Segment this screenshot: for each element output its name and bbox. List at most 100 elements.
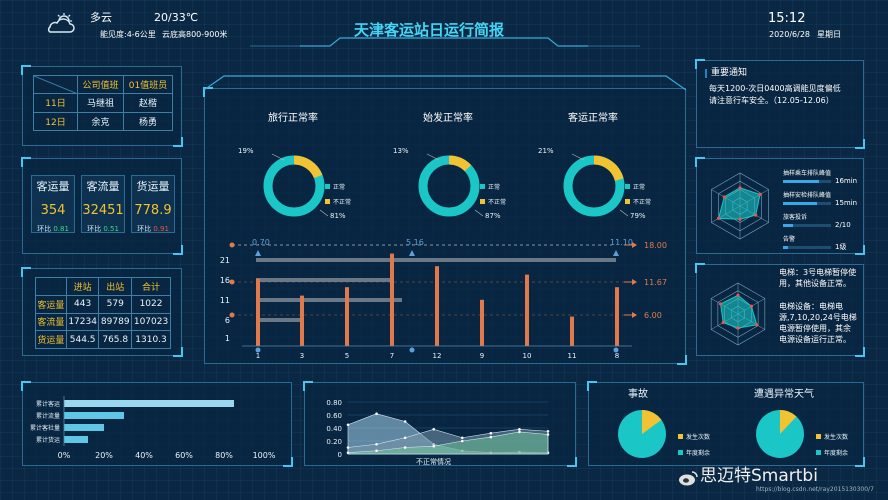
duration-bar [256,318,302,322]
cloud-base: 云底高800-900米 [162,30,228,39]
flow-cell: 443 [65,294,100,314]
axis-marker [409,347,415,353]
pie-title: 事故 [628,387,648,400]
legend-swatch [678,434,683,439]
right-mark-label: 11.67 [644,278,667,287]
area-point [460,439,464,443]
flow-cell: 544.5 [65,330,100,349]
donut-abnormal-arc [563,155,625,217]
center-panel-top-ornament [204,75,686,91]
metric-track [783,246,831,249]
area-point [460,436,464,440]
leader-line [619,209,629,217]
kpi-card-freight: 货运量 778.9 环比 0.91 [131,175,175,233]
axis-marker [255,347,261,353]
area-y-tick: 0.60 [326,412,342,420]
radar-point [721,320,725,325]
equipment-status-3: 电源暂停使用，其余 [779,324,851,333]
flow-table: 进站 出站 合计 客运量 443 579 1022 客流量 17234 89789 107023… [35,277,171,349]
donut-abnormal-arc [418,155,480,217]
diagonal-line [34,76,78,94]
hbar-category-label: 累计流量 [36,412,60,420]
donut-gauge: 客运正常率 21% 79% 正常 不正常 [520,110,660,226]
legend-swatch [816,434,821,439]
metric-track [783,180,831,183]
duration-bar [256,258,616,262]
abnormal-percent: 13% [393,147,409,155]
metric-fill [783,202,817,205]
y-tick-label: 6 [225,316,230,325]
page-title: 天津客运站日运行简报 [354,21,505,39]
donut-abnormal-arc [263,155,325,217]
pie-occurrence-slice [642,410,662,434]
normal-percent: 81% [330,212,346,220]
notice-panel: 重要通知 每天1200-次日0400高调能见度偏低 请注意行车安全。（12.05… [695,59,865,149]
metric-label: 抽样安检排队峰值 [783,192,832,199]
kpi-label: 客流量 [86,180,120,193]
radar-point [738,186,742,190]
y-tick-label: 16 [220,276,230,285]
area-point [403,446,407,449]
legend-label: 正常 [488,183,500,191]
duration-bar [256,298,402,302]
hbar-tick-label: 40% [135,451,153,460]
kpi-change: 环比 0.81 [37,225,69,233]
radar-area [720,294,758,329]
legend-swatch [625,199,630,204]
duty-cell: 马继祖 [77,93,124,113]
area-y-tick: 0 [338,451,342,459]
radar-point [722,195,726,199]
kpi-change: 环比 0.91 [137,225,169,233]
radar-point [755,323,759,327]
y-tick-label: 1 [225,334,230,343]
hbar-bar [64,400,234,407]
normal-percent: 79% [630,212,646,220]
kpi-card-passenger: 客运量 354 环比 0.81 [31,175,75,233]
abnormal-area-chart: 0.80 0.60 0.40 0.20 0 不正常情况 [326,399,550,466]
arrow-head [632,242,637,248]
top-mark-label: 11.10 [610,238,633,247]
kpi-value: 354 [40,203,66,218]
radar-panel-2: 电梯：3号电梯暂停使 用，其他设备正常。 电梯设备：电梯电 源,7,10,20,… [695,263,865,357]
pie-title: 遭遇异常天气 [754,387,814,400]
area-point [346,423,350,427]
flow-cell: 1022 [131,294,171,314]
legend-label: 不正常 [333,198,351,206]
x-tick-label: 9 [480,352,484,360]
metric-track [783,202,831,205]
y-tick-label: 11 [220,296,230,305]
legend-swatch [816,450,821,455]
arrow-head [632,312,637,318]
equipment-status-2: 源,7,10,20,24号电梯 [779,313,857,322]
date: 2020/6/28 [769,30,811,39]
area-point [403,436,407,440]
radar-point [718,302,723,306]
area-y-tick: 0.80 [326,399,342,407]
notice-marker [705,69,707,78]
marker-dot [229,279,235,285]
radar-point [754,213,758,217]
area-point [489,431,493,435]
radar-area [717,187,761,220]
equipment-status-1: 电梯设备：电梯电 [779,302,843,311]
hbar-bar [64,436,88,443]
marker-dot [229,312,235,318]
legend-swatch [480,199,485,204]
value-bar [390,253,394,346]
metric-track [783,224,831,227]
hbar-tick-label: 0% [58,451,71,460]
x-tick-label: 11 [568,352,577,360]
x-tick-label: 5 [345,352,349,360]
brand-watermark: 思迈特Smartbi https://blog.csdn.net/ray2015… [676,466,884,496]
donut-title: 始发正常率 [423,113,473,124]
hbar-tick-label: 60% [175,451,193,460]
abnormal-percent: 21% [538,147,554,155]
top-mark-label: 5.16 [406,238,424,247]
area-point [489,435,493,439]
notice-title: 重要通知 [711,68,748,78]
kpi-label: 客运量 [36,180,70,193]
normal-percent: 87% [485,212,501,220]
value-bar [256,278,260,346]
